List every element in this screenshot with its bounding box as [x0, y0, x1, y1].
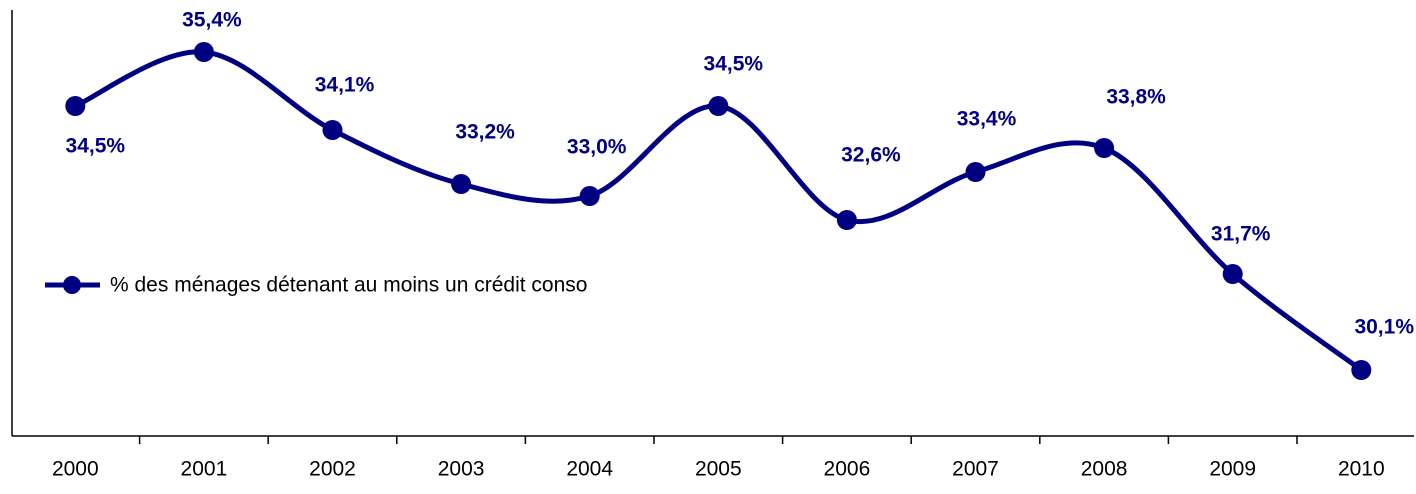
data-label: 34,1% [315, 74, 375, 97]
marker [708, 96, 729, 116]
marker [322, 120, 343, 140]
x-tick-label: 2002 [309, 458, 356, 481]
marker [451, 174, 472, 194]
marker [965, 162, 986, 182]
data-label: 31,7% [1211, 223, 1271, 246]
legend-label: % des ménages détenant au moins un crédi… [110, 274, 587, 297]
data-label: 30,1% [1354, 316, 1414, 339]
legend-marker [63, 276, 81, 294]
x-tick-label: 2006 [824, 458, 871, 481]
x-tick-label: 2001 [181, 458, 228, 481]
marker [1351, 360, 1372, 380]
x-tick-label: 2008 [1081, 458, 1128, 481]
x-tick-label: 2004 [566, 458, 613, 481]
x-tick-label: 2000 [52, 458, 99, 481]
data-label: 33,2% [455, 121, 515, 144]
marker [65, 96, 86, 116]
marker [579, 186, 600, 206]
x-tick-label: 2005 [695, 458, 742, 481]
data-label: 35,4% [182, 9, 242, 32]
x-tick-label: 2007 [952, 458, 999, 481]
data-label: 33,8% [1106, 86, 1166, 109]
data-label: 34,5% [704, 53, 764, 76]
x-tick-label: 2003 [438, 458, 485, 481]
marker [1094, 138, 1115, 158]
data-label: 33,0% [567, 136, 627, 159]
data-label: 34,5% [66, 135, 126, 158]
data-label: 32,6% [841, 144, 901, 167]
marker [1222, 264, 1243, 284]
x-tick-label: 2010 [1338, 458, 1385, 481]
x-tick-label: 2009 [1209, 458, 1256, 481]
marker [836, 210, 857, 230]
data-label: 33,4% [957, 108, 1017, 131]
marker [193, 42, 214, 62]
